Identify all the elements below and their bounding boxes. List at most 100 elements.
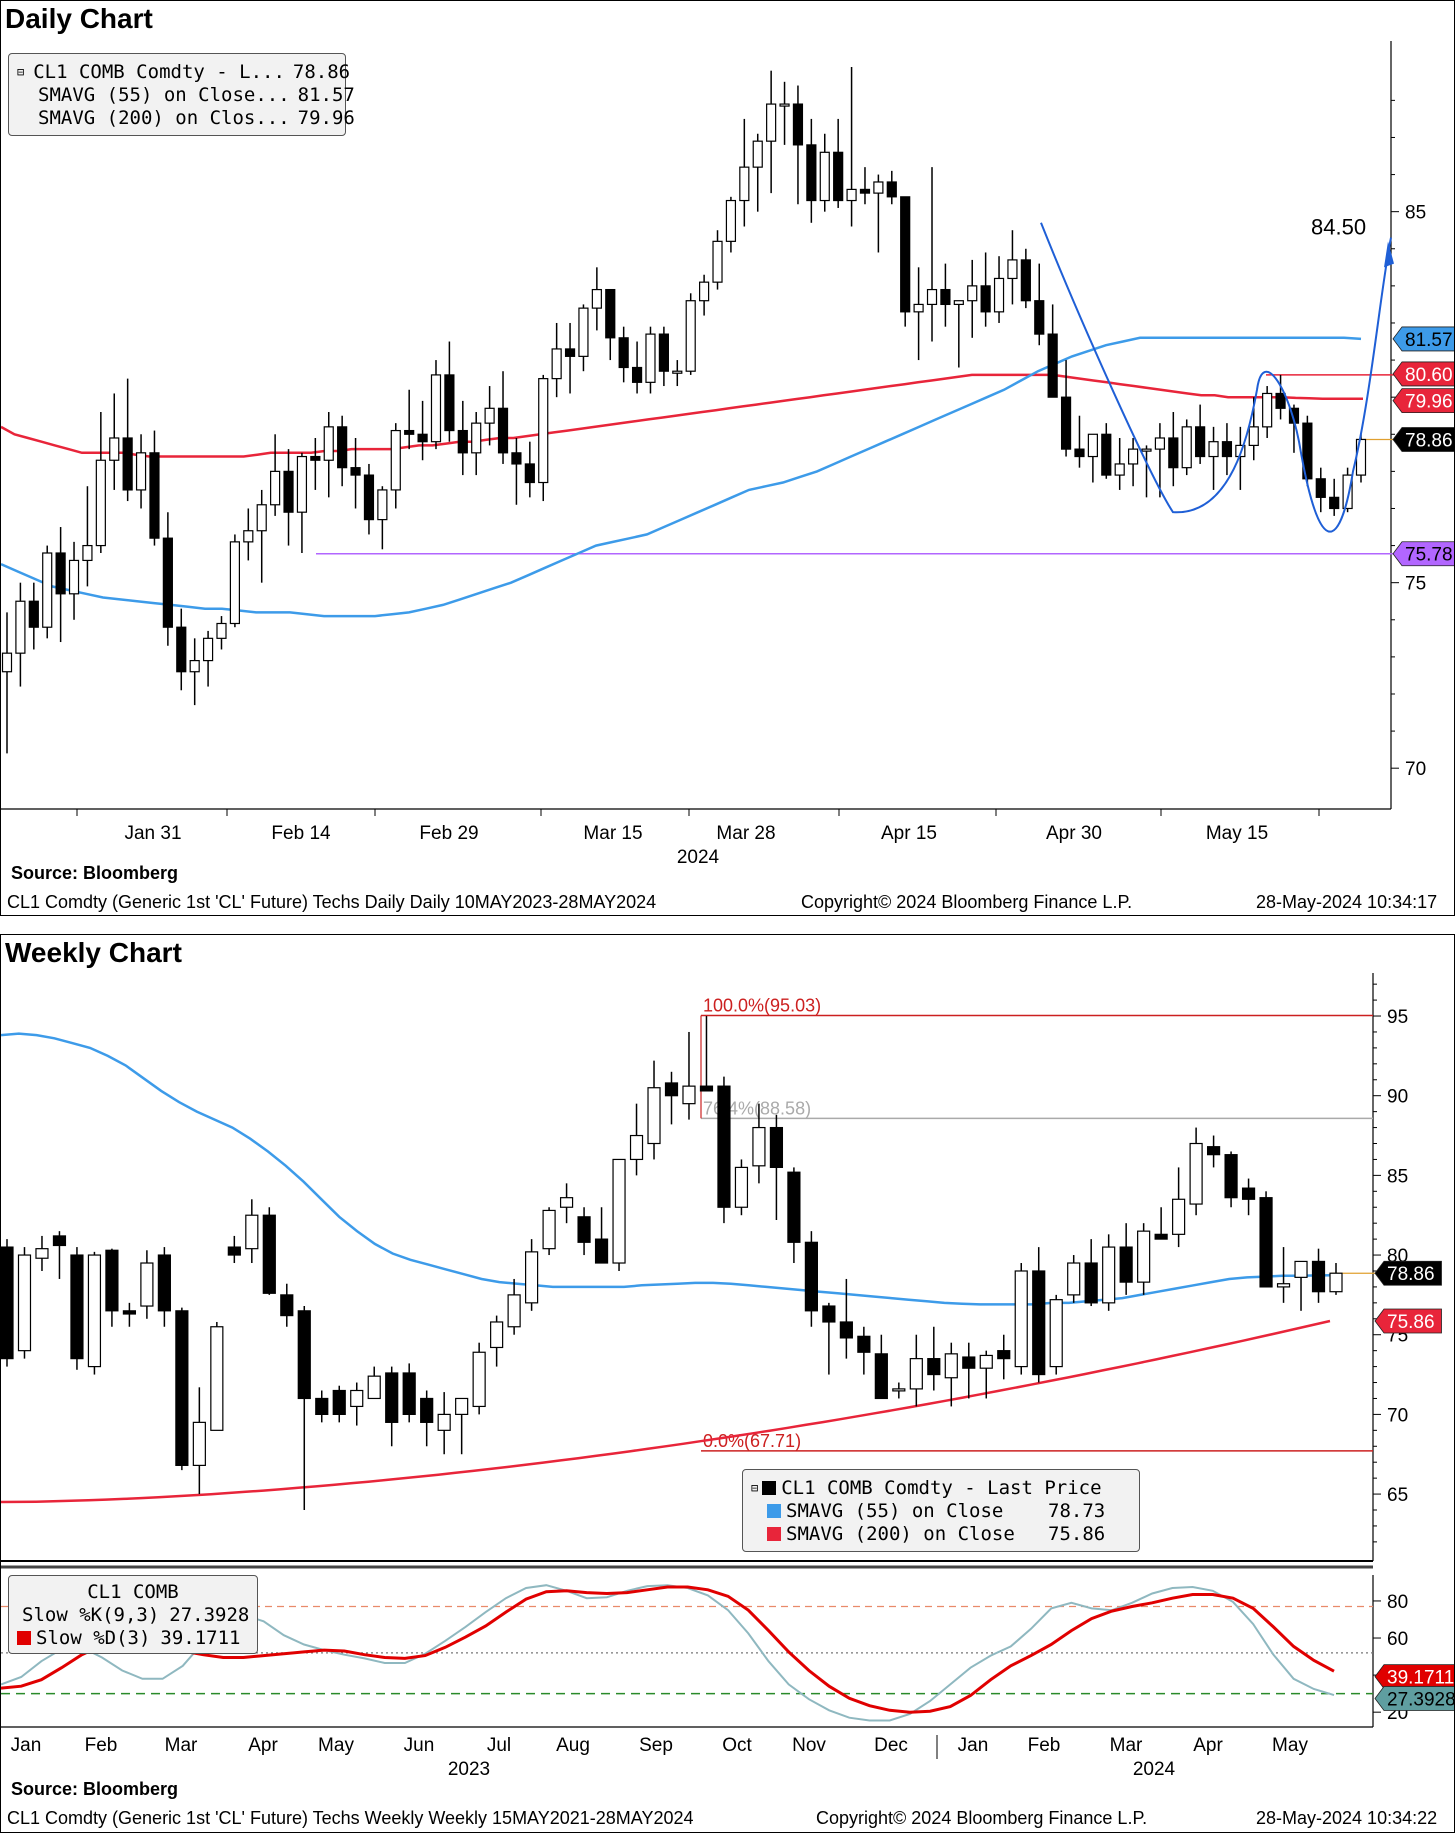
daily-candle-body (1127, 448, 1139, 465)
daily-x-tick-label: Mar 15 (583, 823, 642, 844)
daily-candle-body (390, 429, 401, 491)
daily-footer-left: CL1 Comdty (Generic 1st 'CL' Future) Tec… (7, 892, 657, 912)
weekly-candle-body (1102, 1246, 1116, 1304)
legend-swatch-blue (767, 1503, 781, 1518)
daily-candle-body (618, 337, 629, 369)
weekly-x-tick-label: Jul (487, 1735, 511, 1756)
daily-price-tag: 80.60 (1405, 365, 1453, 386)
weekly-y-tick-label: 85 (1387, 1166, 1408, 1187)
weekly-candle-body (962, 1356, 976, 1369)
weekly-candle-body (647, 1087, 661, 1145)
daily-candle-body (538, 378, 549, 484)
weekly-candle-body (857, 1335, 871, 1353)
weekly-price-tag: 78.86 (1387, 1264, 1435, 1285)
daily-legend-row-sma55: SMAVG (55) on Close... 81.57 (17, 83, 355, 106)
weekly-year-label: 2023 (448, 1759, 490, 1780)
daily-candle-body (672, 370, 683, 374)
weekly-candle-body (699, 1085, 714, 1092)
weekly-fib-label: 0.0%(67.71) (703, 1431, 801, 1451)
legend-value: 81.57 (297, 83, 355, 106)
weekly-candle-body (612, 1158, 626, 1264)
weekly-candle-body (1084, 1262, 1098, 1304)
weekly-candle-body (70, 1254, 84, 1360)
weekly-price-tag: 75.86 (1387, 1312, 1435, 1333)
daily-candle-body (377, 489, 388, 521)
weekly-candle-body (1206, 1146, 1221, 1156)
weekly-candle-body (227, 1246, 241, 1256)
stoch-legend-row-d: Slow %D(3) 39.1711 (17, 1626, 249, 1649)
daily-candle-body (967, 285, 978, 302)
weekly-sma55-line (1, 1032, 1337, 1306)
daily-candle-body (685, 300, 696, 372)
legend-label: SMAVG (55) on Close (786, 1499, 1004, 1522)
daily-candle-body (256, 504, 267, 532)
stoch-y-tick-label: 60 (1387, 1629, 1408, 1650)
daily-candle-body (806, 144, 817, 202)
weekly-candle-body (192, 1421, 206, 1466)
weekly-x-tick-label: May (318, 1735, 354, 1756)
daily-candle-body (833, 151, 844, 202)
daily-candle-body (323, 426, 334, 461)
daily-price-tag: 75.78 (1405, 545, 1453, 566)
weekly-candle-body (1329, 1272, 1343, 1293)
weekly-candle-body (385, 1372, 399, 1423)
daily-candle-body (511, 452, 522, 465)
weekly-y-tick-label: 90 (1387, 1087, 1408, 1108)
legend-value: 39.1711 (160, 1626, 241, 1649)
daily-candle-body (270, 470, 281, 506)
weekly-x-tick-label: Aug (556, 1735, 590, 1756)
daily-candle-body (1154, 437, 1166, 450)
weekly-legend-row-sma55: SMAVG (55) on Close 78.73 (751, 1499, 1131, 1522)
legend-swatch-red (17, 1630, 31, 1645)
daily-price-tag: 81.57 (1405, 330, 1453, 351)
daily-candle-body (739, 166, 750, 202)
daily-price-tag-bg (1392, 326, 1454, 352)
weekly-x-tick-label: Jan (11, 1735, 42, 1756)
daily-footer-timestamp: 28-May-2024 10:34:17 (1256, 892, 1438, 912)
collapse-icon[interactable]: ⊟ (17, 64, 25, 79)
legend-value: 79.96 (297, 106, 355, 129)
weekly-x-tick-label: Sep (639, 1735, 673, 1756)
weekly-legend-row-price: ⊟ CL1 COMB Comdty - Last Price (751, 1476, 1131, 1499)
weekly-candle-body (332, 1389, 346, 1415)
stoch-value-tag-bg (1374, 1664, 1454, 1690)
legend-label: Slow %D(3) (36, 1626, 151, 1649)
daily-candle-body (913, 303, 924, 313)
daily-candle-body (1248, 426, 1259, 447)
daily-candle-body (859, 188, 871, 194)
daily-candle-body (350, 467, 361, 476)
weekly-candle-body (734, 1166, 749, 1208)
daily-candle-body (497, 407, 509, 454)
weekly-candle-body (1, 1246, 14, 1360)
weekly-candle-body (472, 1351, 486, 1408)
daily-candle-body (28, 600, 39, 628)
daily-candle-body (725, 199, 737, 242)
daily-candle-body (578, 307, 589, 357)
daily-candle-body (873, 181, 884, 194)
weekly-candle-body (1067, 1262, 1081, 1296)
weekly-year-label: 2024 (1133, 1759, 1176, 1780)
weekly-chart-panel: Weekly Chart 65 70 75 80 85 90 95 100.0%(95.03)… (0, 934, 1455, 1833)
weekly-candle-body (1224, 1154, 1238, 1199)
daily-price-tag: 79.96 (1405, 392, 1453, 413)
daily-candle-body (1168, 437, 1179, 469)
daily-candle-body (926, 288, 938, 306)
weekly-candle-body (122, 1310, 137, 1315)
weekly-candle-body (944, 1353, 958, 1379)
daily-candle-body (591, 288, 602, 309)
daily-candle-body (1074, 448, 1085, 458)
weekly-footer-timestamp: 28-May-2024 10:34:22 (1256, 1808, 1438, 1828)
daily-chart-panel: Daily Chart 70 75 85 Jan 31 Feb 14 Feb 29 Mar … (0, 0, 1455, 916)
weekly-candle-body (297, 1310, 311, 1400)
daily-candle-body (42, 552, 53, 628)
daily-candle-body (886, 181, 897, 198)
weekly-x-tick-label: Oct (722, 1735, 752, 1756)
weekly-chart-title: Weekly Chart (5, 937, 182, 968)
weekly-x-tick-label: Apr (1193, 1735, 1223, 1756)
daily-candle-body (457, 429, 468, 454)
weekly-candle-body (140, 1262, 154, 1307)
daily-candle-body (779, 103, 790, 107)
collapse-icon[interactable]: ⊟ (751, 1480, 759, 1495)
daily-candle-body (1181, 426, 1192, 469)
